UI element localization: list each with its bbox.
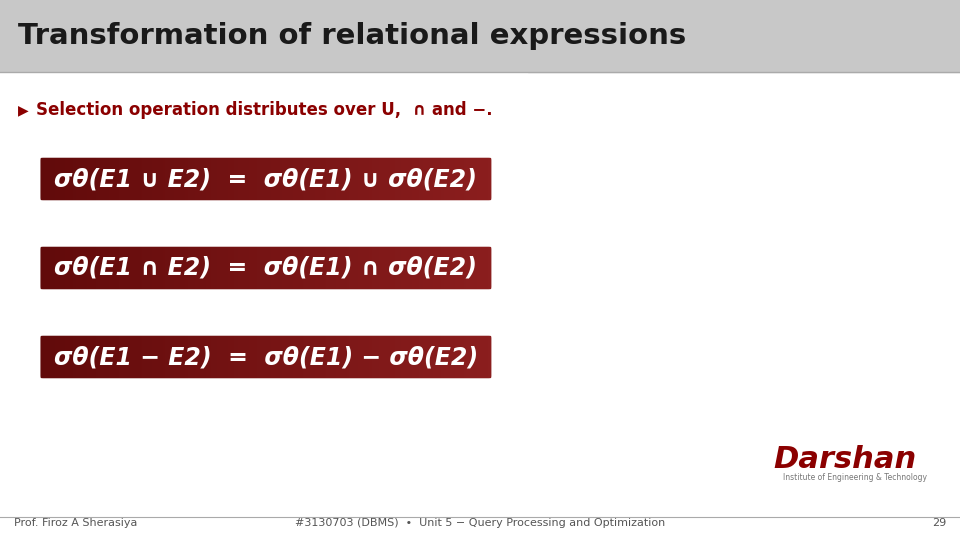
Text: Prof. Firoz A Sherasiya: Prof. Firoz A Sherasiya: [14, 518, 137, 528]
Text: ▶: ▶: [18, 103, 29, 117]
Text: σθ(E1 ∪ E2)  =  σθ(E1) ∪ σθ(E2): σθ(E1 ∪ E2) = σθ(E1) ∪ σθ(E2): [55, 167, 477, 191]
Text: σθ(E1 ∩ E2)  =  σθ(E1) ∩ σθ(E2): σθ(E1 ∩ E2) = σθ(E1) ∩ σθ(E2): [55, 256, 477, 280]
Text: Transformation of relational expressions: Transformation of relational expressions: [18, 22, 686, 50]
Bar: [0, 0, 960, 72]
Text: σθ(E1 − E2)  =  σθ(E1) − σθ(E2): σθ(E1 − E2) = σθ(E1) − σθ(E2): [54, 345, 478, 369]
Text: Selection operation distributes over U,  ∩ and −.: Selection operation distributes over U, …: [36, 101, 492, 119]
Text: Institute of Engineering & Technology: Institute of Engineering & Technology: [783, 474, 927, 483]
Text: Darshan: Darshan: [774, 446, 917, 475]
Text: #3130703 (DBMS)  •  Unit 5 − Query Processing and Optimization: #3130703 (DBMS) • Unit 5 − Query Process…: [295, 518, 665, 528]
Text: 29: 29: [932, 518, 946, 528]
